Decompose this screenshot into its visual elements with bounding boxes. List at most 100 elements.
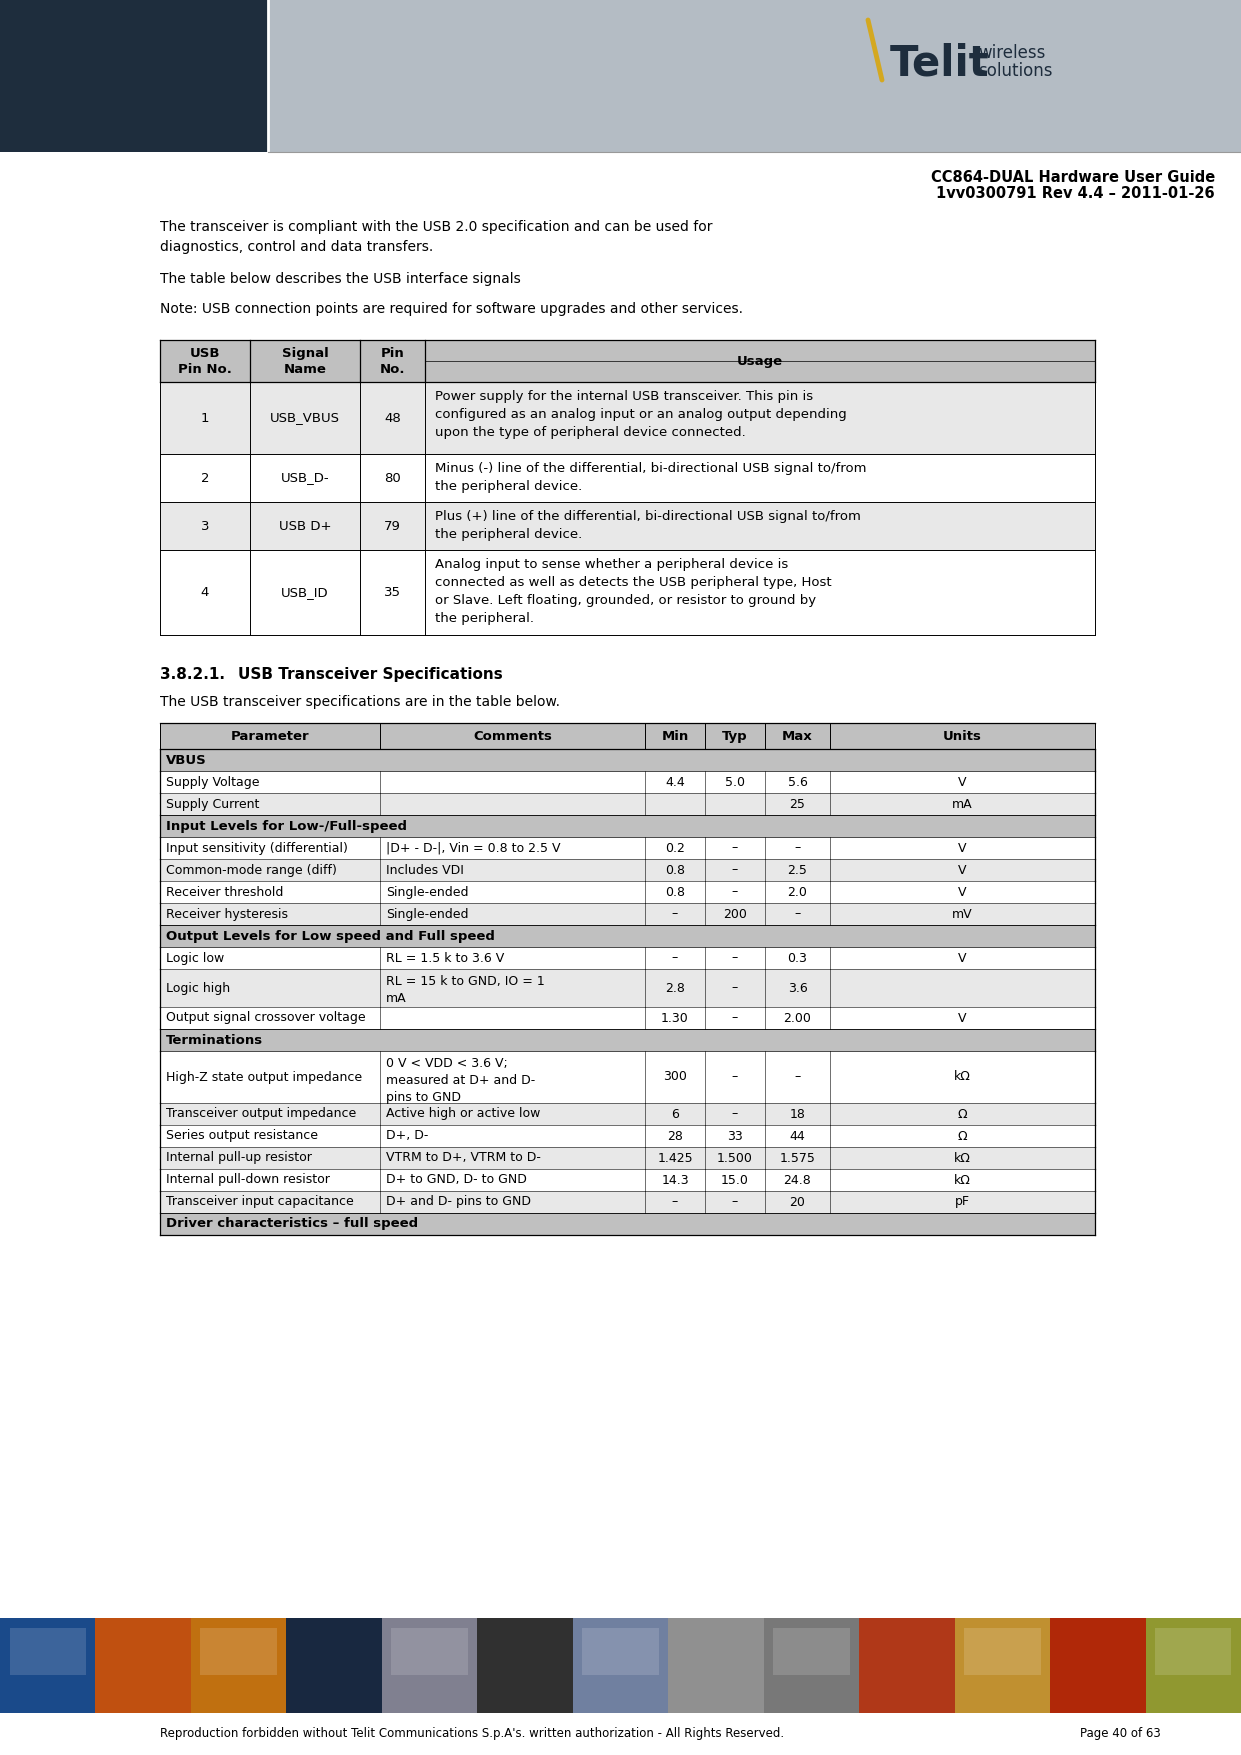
Text: mA: mA [952,797,973,811]
Text: 15.0: 15.0 [721,1174,748,1186]
Text: RL = 1.5 k to 3.6 V: RL = 1.5 k to 3.6 V [386,951,504,965]
Text: 6: 6 [671,1107,679,1120]
Text: Transceiver input capacitance: Transceiver input capacitance [166,1195,354,1209]
Text: Single-ended: Single-ended [386,907,469,921]
Text: 4: 4 [201,586,210,598]
Text: VBUS: VBUS [166,753,207,767]
Text: Max: Max [782,730,813,742]
Text: V: V [958,841,967,855]
Text: Logic low: Logic low [166,951,225,965]
Text: 2.5: 2.5 [788,863,808,876]
Bar [160,723,1095,749]
Text: Signal
Name: Signal Name [282,346,329,376]
Bar [160,969,1095,1007]
Bar [964,1627,1040,1674]
Text: Receiver threshold: Receiver threshold [166,886,283,899]
Bar [160,1028,1095,1051]
Bar [160,948,1095,969]
Bar [160,1148,1095,1169]
Bar [201,1627,277,1674]
Text: Common-mode range (diff): Common-mode range (diff) [166,863,336,876]
Bar [160,1007,1095,1028]
Text: 4.4: 4.4 [665,776,685,788]
Text: 2.0: 2.0 [788,886,808,899]
Text: –: – [671,907,678,921]
Bar [268,0,1241,153]
Bar [160,340,1095,383]
Text: V: V [958,776,967,788]
Text: RL = 15 k to GND, IO = 1
mA: RL = 15 k to GND, IO = 1 mA [386,976,545,1006]
Text: Parameter: Parameter [231,730,309,742]
Text: –: – [732,1071,738,1083]
Text: Driver characteristics – full speed: Driver characteristics – full speed [166,1218,418,1230]
Text: Note: USB connection points are required for software upgrades and other service: Note: USB connection points are required… [160,302,743,316]
Text: 3.6: 3.6 [788,981,808,995]
Bar [160,549,1095,635]
Text: 0 V < VDD < 3.6 V;
measured at D+ and D-
pins to GND: 0 V < VDD < 3.6 V; measured at D+ and D-… [386,1057,535,1104]
Text: Min: Min [661,730,689,742]
Text: 5.0: 5.0 [725,776,745,788]
Text: Terminations: Terminations [166,1034,263,1046]
Text: kΩ: kΩ [954,1151,970,1165]
Text: V: V [958,1011,967,1025]
Text: 14.3: 14.3 [661,1174,689,1186]
Text: Includes VDI: Includes VDI [386,863,464,876]
Text: Page 40 of 63: Page 40 of 63 [1080,1727,1160,1739]
Bar [773,1627,850,1674]
Text: –: – [732,1195,738,1209]
Text: 33: 33 [727,1130,743,1143]
Bar [160,1169,1095,1192]
Text: Reproduction forbidden without Telit Communications S.p.A's. written authorizati: Reproduction forbidden without Telit Com… [160,1727,784,1739]
Text: 3: 3 [201,519,210,532]
Text: 1.575: 1.575 [779,1151,815,1165]
Text: 1.500: 1.500 [717,1151,753,1165]
Text: 200: 200 [724,907,747,921]
Text: kΩ: kΩ [954,1071,970,1083]
Bar [160,770,1095,793]
Text: 2.00: 2.00 [783,1011,812,1025]
Text: –: – [732,1011,738,1025]
Bar [160,1102,1095,1125]
Text: Internal pull-up resistor: Internal pull-up resistor [166,1151,311,1165]
Text: USB_ID: USB_ID [282,586,329,598]
Text: 18: 18 [789,1107,805,1120]
Bar [160,858,1095,881]
Bar [859,1618,954,1713]
Bar [191,1618,287,1713]
Text: Power supply for the internal USB transceiver. This pin is
configured as an anal: Power supply for the internal USB transc… [436,390,846,439]
Text: –: – [732,981,738,995]
Bar [382,1618,478,1713]
Text: –: – [732,951,738,965]
Text: wireless: wireless [978,44,1045,61]
Text: Input Levels for Low-/Full-speed: Input Levels for Low-/Full-speed [166,820,407,832]
Text: Supply Current: Supply Current [166,797,259,811]
Text: 1.425: 1.425 [658,1151,692,1165]
Text: Pin
No.: Pin No. [380,346,406,376]
Bar [478,1618,573,1713]
Text: Output signal crossover voltage: Output signal crossover voltage [166,1011,366,1025]
Text: USB Transceiver Specifications: USB Transceiver Specifications [238,667,503,683]
Text: Units: Units [943,730,982,742]
Text: 2.8: 2.8 [665,981,685,995]
Text: 79: 79 [383,519,401,532]
Text: Typ: Typ [722,730,748,742]
Text: USB_D-: USB_D- [280,472,329,484]
Text: High-Z state output impedance: High-Z state output impedance [166,1071,362,1083]
Text: Supply Voltage: Supply Voltage [166,776,259,788]
Text: USB D+: USB D+ [279,519,331,532]
Bar [0,0,268,153]
Text: –: – [671,1195,678,1209]
Text: 24.8: 24.8 [783,1174,812,1186]
Text: D+ to GND, D- to GND: D+ to GND, D- to GND [386,1174,527,1186]
Text: Minus (-) line of the differential, bi-directional USB signal to/from
the periph: Minus (-) line of the differential, bi-d… [436,462,866,493]
Bar [160,904,1095,925]
Text: 35: 35 [383,586,401,598]
Bar [1155,1627,1231,1674]
Bar [160,1213,1095,1236]
Text: –: – [732,841,738,855]
Text: 3.8.2.1.: 3.8.2.1. [160,667,225,683]
Text: 0.3: 0.3 [788,951,808,965]
Text: 1: 1 [201,411,210,425]
Text: 1vv0300791 Rev 4.4 – 2011-01-26: 1vv0300791 Rev 4.4 – 2011-01-26 [937,186,1215,202]
Text: VTRM to D+, VTRM to D-: VTRM to D+, VTRM to D- [386,1151,541,1165]
